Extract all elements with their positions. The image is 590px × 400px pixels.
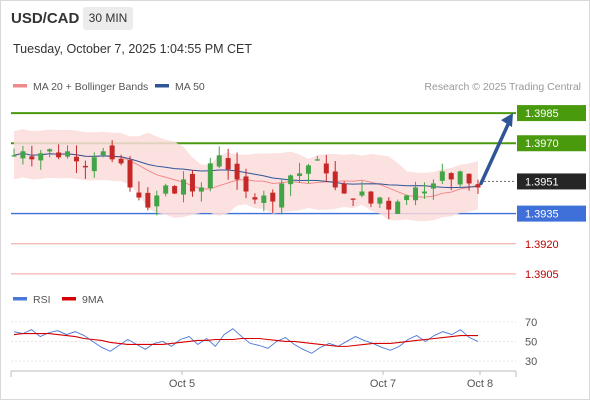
candle-body: [11, 155, 17, 157]
candle-body: [56, 152, 62, 158]
candle-body: [314, 159, 320, 161]
candle-body: [189, 173, 195, 192]
projection-arrow-shaft: [479, 118, 512, 186]
candle-body: [225, 158, 231, 170]
candle-body: [279, 183, 285, 208]
current-price-tag: [517, 173, 586, 190]
candle-body: [261, 195, 267, 203]
candle-body: [305, 165, 311, 174]
rsi-tick-label: 70: [525, 317, 537, 329]
rsi-legend-swatch: [13, 297, 27, 301]
resistance-label: 1.3970: [525, 138, 559, 150]
candle-body: [439, 171, 445, 181]
candle-body: [421, 191, 427, 194]
ma50-legend-label: MA 50: [175, 81, 205, 93]
candle-body: [359, 191, 365, 196]
candle-body: [154, 195, 160, 207]
pivot-label: 1.3935: [525, 209, 559, 221]
x-axis-label: Oct 5: [169, 378, 195, 390]
candle-body: [109, 145, 115, 160]
candle-body: [127, 160, 133, 188]
candle-body: [448, 173, 454, 180]
candle-body: [270, 192, 276, 202]
x-axis-label: Oct 8: [467, 378, 493, 390]
ma9-legend-swatch: [62, 297, 76, 301]
candle-body: [475, 184, 481, 188]
rsi-tick-label: 30: [525, 356, 537, 368]
ma50-legend-swatch: [155, 84, 169, 88]
rsi-legend-label: RSI: [33, 294, 51, 306]
pivot-tag: [517, 205, 586, 222]
x-axis-label: Oct 7: [370, 378, 396, 390]
research-credit: Research © 2025 Trading Central: [424, 81, 581, 93]
candle-body: [20, 151, 26, 159]
resistance-tag: [517, 135, 586, 152]
candle-body: [136, 192, 142, 198]
candle-body: [395, 201, 401, 214]
rsi-ma9-line: [13, 333, 478, 347]
timeframe-badge[interactable]: 30 MIN: [83, 7, 133, 30]
candle-body: [73, 156, 79, 162]
projection-arrow: [479, 113, 513, 186]
candle-body: [252, 197, 258, 200]
candle-body: [368, 191, 374, 204]
candle-body: [198, 187, 204, 192]
x-axis: Oct 5 Oct 7 Oct 8: [169, 371, 493, 390]
chart-header: USD/CAD 30 MIN: [0, 0, 590, 38]
candle-body: [65, 151, 71, 157]
candle-body: [350, 198, 356, 200]
rsi-line: [13, 328, 479, 354]
candle-body: [243, 176, 249, 192]
candle-body: [288, 175, 294, 185]
support-label: 1.3905: [525, 269, 559, 281]
candle-body: [413, 187, 419, 201]
rsi-panel: 70 50 30: [11, 317, 537, 368]
candle-body: [332, 171, 338, 188]
candle-body: [297, 173, 303, 176]
candle-body: [181, 179, 187, 195]
candle-body: [118, 158, 124, 164]
candle-body: [430, 183, 436, 189]
current-price-label: 1.3951: [525, 176, 559, 188]
candle-body: [404, 195, 410, 201]
timestamp: Tuesday, October 7, 2025 1:04:55 PM CET: [13, 42, 253, 56]
support-label: 1.3920: [525, 239, 559, 251]
candle-body: [323, 163, 329, 174]
candle-body: [47, 149, 53, 152]
candle-body: [91, 157, 97, 172]
ma20-legend-swatch: [13, 84, 27, 88]
candle-body: [145, 192, 151, 208]
candle-body: [234, 163, 240, 180]
candlesticks: [11, 140, 481, 220]
candle-body: [172, 186, 178, 194]
candle-body: [466, 173, 472, 184]
candle-body: [100, 151, 106, 156]
candle-body: [386, 200, 392, 210]
candle-body: [216, 155, 222, 167]
projection-arrow-head: [501, 113, 513, 128]
candle-body: [377, 197, 383, 204]
resistance-label: 1.3985: [525, 108, 559, 120]
ma20-legend-label: MA 20 + Bollinger Bands: [33, 81, 148, 93]
candle-body: [457, 171, 463, 185]
rsi-tick-label: 50: [525, 336, 537, 348]
candle-body: [38, 153, 44, 161]
candle-body: [341, 183, 347, 194]
candle-body: [163, 185, 169, 194]
resistance-tag: [517, 105, 586, 122]
candle-body: [82, 165, 88, 168]
symbol-title: USD/CAD: [11, 10, 80, 27]
candle-body: [207, 163, 213, 189]
candle-body: [29, 156, 35, 160]
ma9-legend-label: 9MA: [82, 294, 104, 306]
